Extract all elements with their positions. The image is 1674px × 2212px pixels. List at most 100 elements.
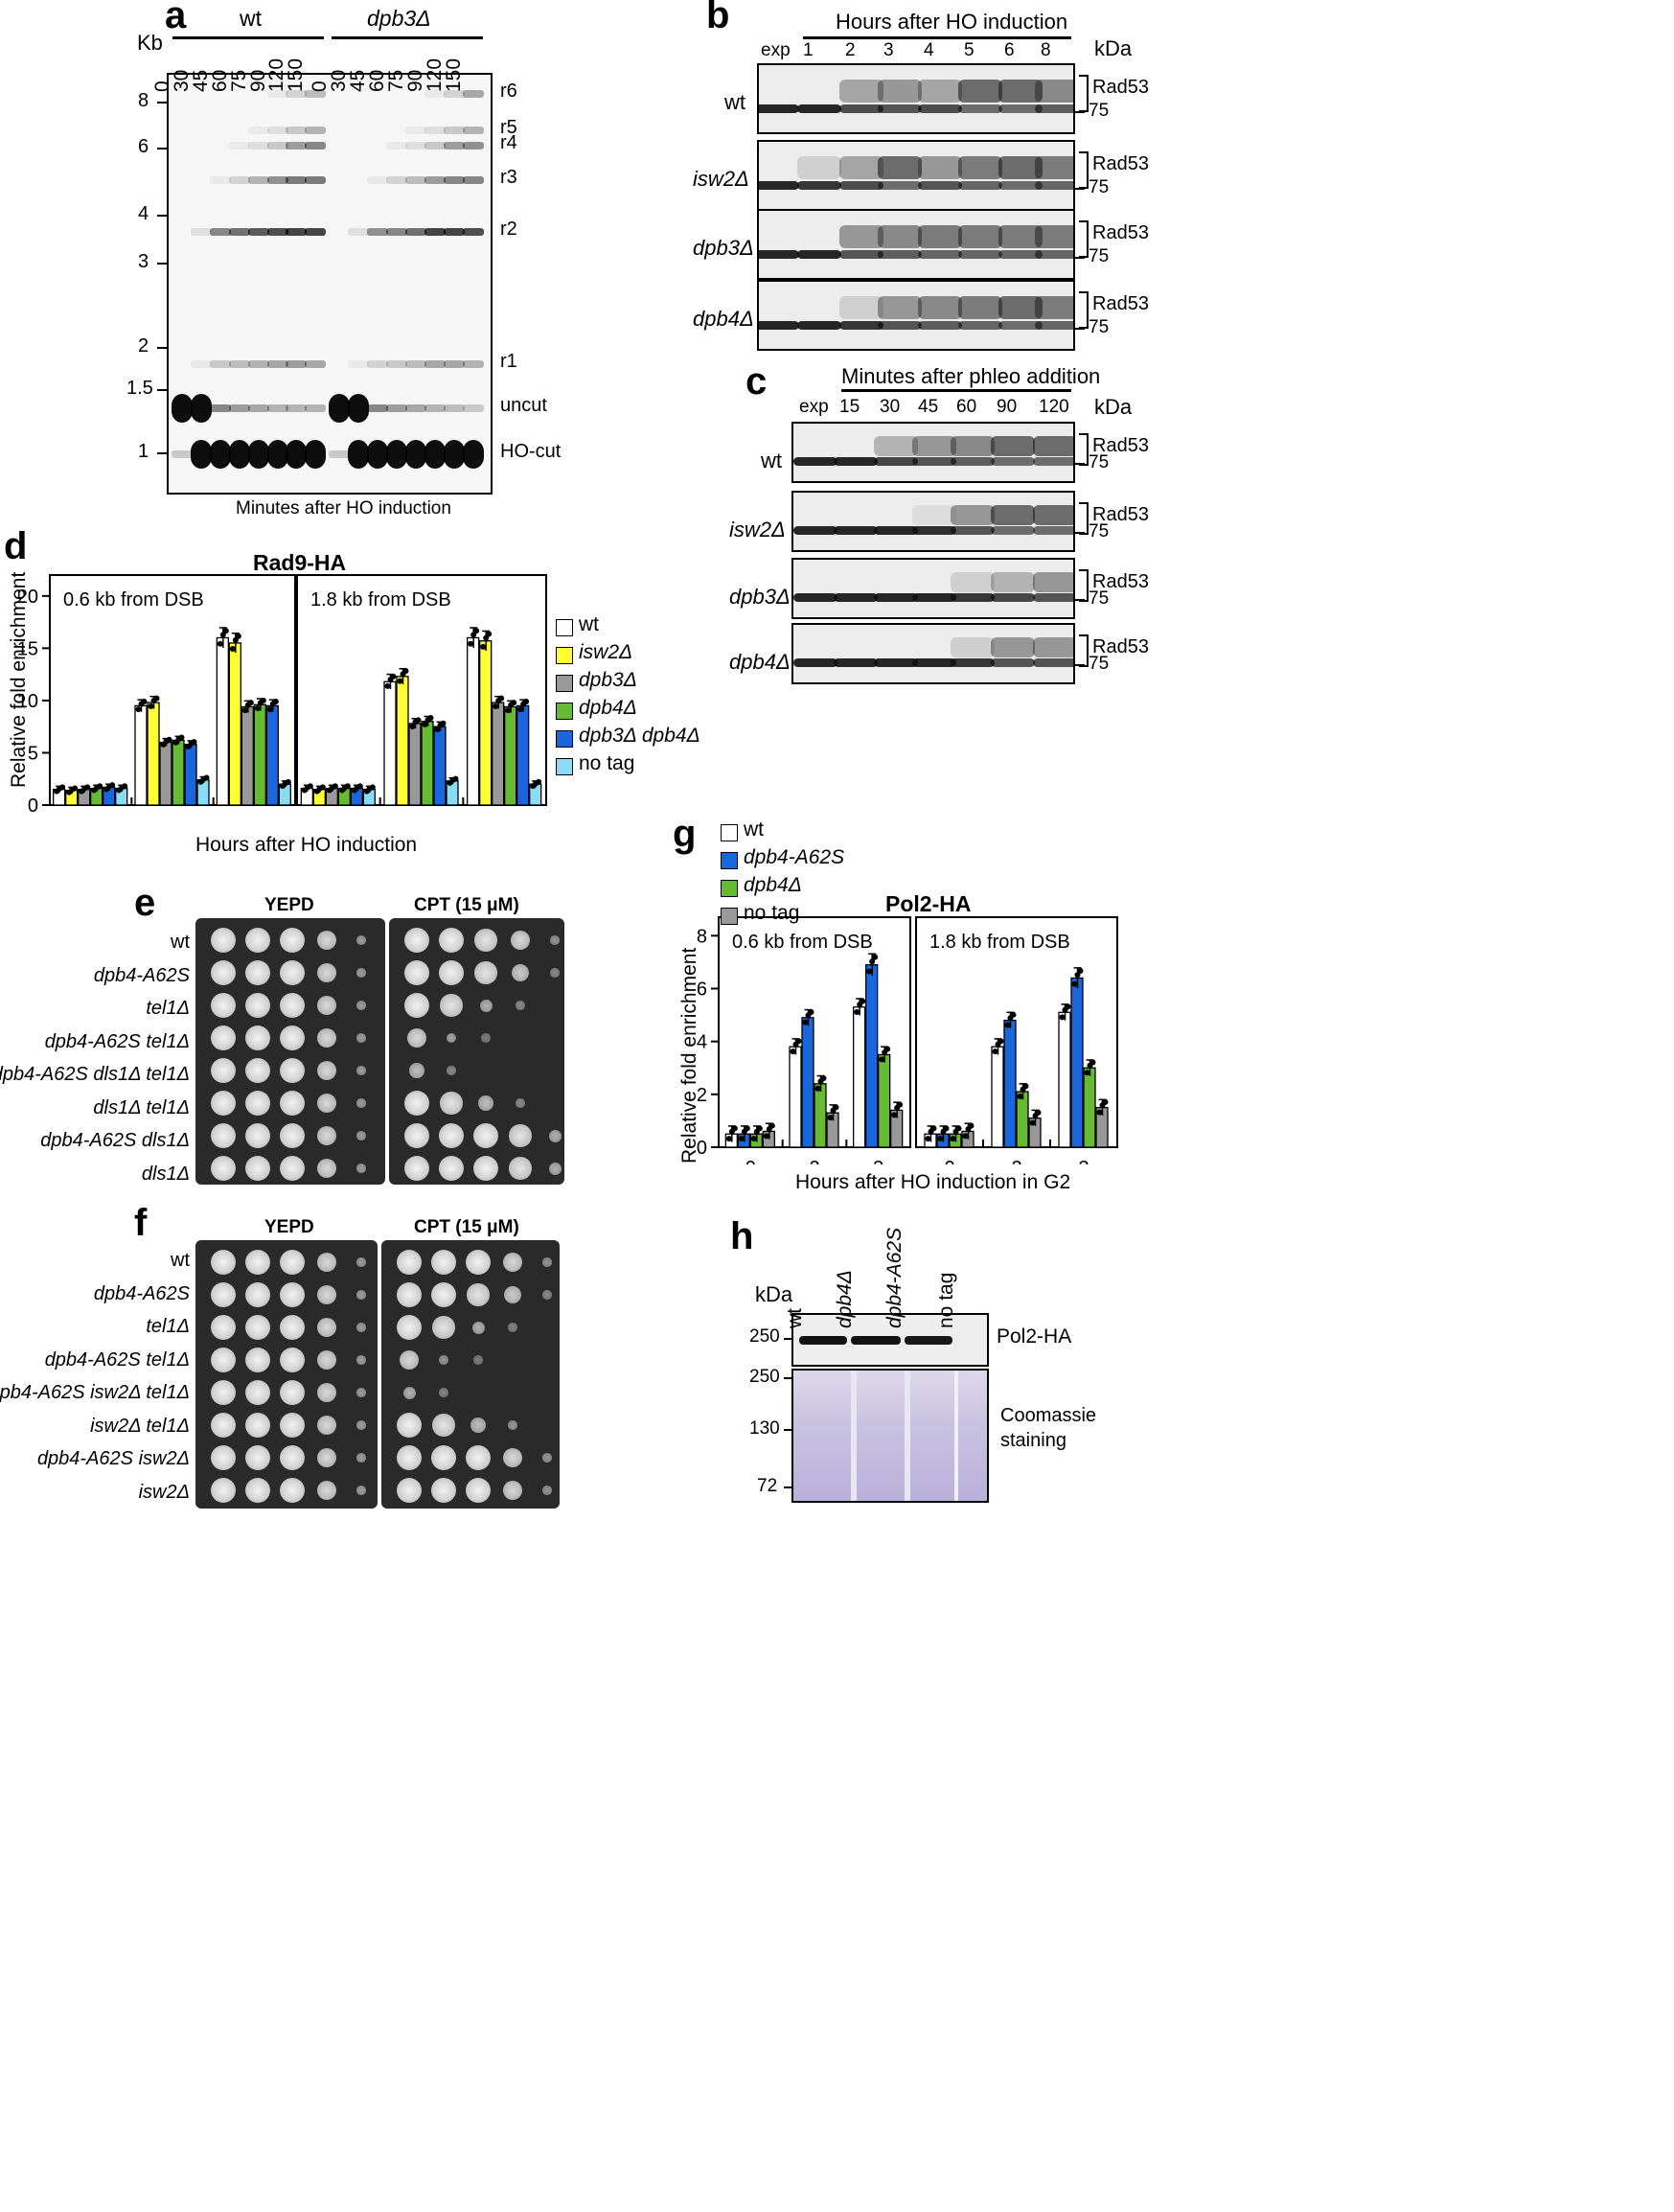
rad53-shifted-band — [951, 637, 995, 657]
data-point — [84, 784, 91, 791]
data-point — [241, 707, 248, 714]
rad53-band — [839, 249, 883, 259]
panel-e-plate1-title: YEPD — [264, 895, 314, 915]
gel-band-r3 — [424, 176, 446, 184]
bar-wt-3 — [1058, 1011, 1071, 1148]
yeast-spot — [211, 1058, 236, 1083]
panel_c-row-dpb4Δ: dpb4Δ — [729, 650, 791, 674]
data-point — [1004, 1022, 1011, 1028]
gel-band-HO-cut — [444, 440, 465, 469]
yeast-spot — [431, 1282, 456, 1307]
y-tick-label: 2 — [697, 1085, 707, 1106]
data-point — [802, 1019, 809, 1025]
marker-4kb: 4 — [138, 203, 149, 224]
panel-g-title: Pol2-HA — [885, 891, 972, 916]
data-point — [750, 1136, 757, 1142]
yeast-spot — [211, 1250, 236, 1275]
rad53-shifted-band — [1035, 156, 1073, 180]
panel_c-blot-dpb3Δ — [791, 558, 1075, 619]
rad53-band — [759, 249, 799, 259]
bar-dpb3-dpb4--3 — [516, 704, 530, 806]
rad53-shifted-band — [1035, 80, 1073, 104]
panel-b-kda: kDa — [1094, 36, 1133, 60]
data-point — [247, 700, 254, 706]
data-point — [511, 700, 517, 706]
bar-dpb3--2 — [408, 723, 422, 806]
yeast-spot — [548, 1129, 562, 1142]
data-point — [950, 1136, 956, 1142]
tick-130 — [784, 1429, 793, 1431]
panel-h-stain-label: Coomassie staining — [1000, 1405, 1097, 1451]
yeast-spot — [511, 963, 530, 982]
yeast-spot — [542, 1290, 552, 1300]
panel_f-strain-6: dpb4-A62S isw2Δ — [36, 1448, 190, 1469]
bar-wt-3 — [853, 1006, 866, 1148]
gel-band-uncut — [424, 404, 446, 412]
data-point — [1074, 972, 1081, 979]
yeast-spot — [439, 1156, 464, 1181]
panel_d-swatch-2 — [556, 675, 573, 692]
gel-band-HO-cut — [386, 440, 407, 469]
rad53-band — [958, 249, 1002, 259]
yeast-spot — [466, 1445, 491, 1470]
band-label-r5: r5 — [500, 117, 517, 138]
y-tick-label: 6 — [697, 979, 707, 1000]
bar-dpb3-dpb4--3 — [265, 704, 279, 806]
yeast-spot — [356, 1290, 366, 1300]
gel-band-r5 — [444, 127, 465, 134]
gel-band-HO-cut — [305, 440, 326, 469]
yeast-spot — [447, 1066, 456, 1075]
panel_c-lane-45: 45 — [918, 397, 939, 417]
panel_b-row-dpb3Δ: dpb3Δ — [693, 236, 754, 260]
panel_d-swatch-4 — [556, 730, 573, 748]
yeast-spot — [316, 995, 337, 1016]
yeast-spot — [431, 1250, 456, 1275]
rad53-band — [991, 456, 1035, 466]
rad53-shifted-band — [998, 156, 1043, 180]
gel-band-r3 — [444, 176, 465, 184]
data-point — [998, 1038, 1004, 1045]
bar-dpb3-dpb4--2 — [433, 726, 447, 806]
panel-f-yepd-plate — [195, 1240, 378, 1509]
gel-band-HO-cut — [329, 450, 350, 458]
data-point — [536, 778, 542, 785]
marker-8kb: 8 — [138, 90, 149, 111]
rad53-band — [839, 320, 883, 330]
panel_c-bracket — [1079, 502, 1089, 535]
yeast-spot — [245, 1123, 270, 1148]
panel_d-swatch-3 — [556, 703, 573, 720]
data-point — [203, 774, 210, 781]
gel-band-HO-cut — [267, 440, 288, 469]
tick-72 — [784, 1486, 793, 1488]
panel-g-xlabel: Hours after HO induction in G2 — [795, 1171, 1071, 1193]
gel-band-uncut — [172, 394, 193, 423]
bar-dpb4--3 — [253, 703, 266, 806]
data-point — [968, 1122, 975, 1129]
yeast-spot — [404, 1156, 429, 1181]
pol2-ha-western — [791, 1313, 989, 1367]
gel-band-HO-cut — [405, 440, 426, 469]
yeast-spot — [211, 1380, 236, 1405]
data-point — [756, 1125, 763, 1132]
panel_b-bracket — [1079, 291, 1089, 329]
rad53-band — [998, 249, 1043, 259]
gel-band-r2 — [305, 228, 326, 236]
yeast-spot — [440, 994, 463, 1017]
panel_d-item-5: no tag — [579, 752, 635, 774]
yeast-spot — [316, 1093, 337, 1114]
bar-wt-3 — [216, 636, 229, 806]
bar-dpb4--2 — [814, 1083, 827, 1148]
panel-f-cpt-plate — [381, 1240, 560, 1509]
gel-band-r3 — [267, 176, 288, 184]
gel-band-r4 — [248, 142, 269, 150]
panel_c-bracket — [1079, 433, 1089, 466]
yeast-spot — [508, 1420, 517, 1430]
rad53-shifted-band — [918, 296, 962, 320]
gel-band-r6 — [444, 90, 465, 98]
rad53-band — [759, 104, 799, 113]
rad53-band — [912, 592, 956, 602]
rad53-shifted-band — [839, 296, 883, 320]
rad53-band — [874, 456, 918, 466]
panel_b-protein-0: Rad53 — [1092, 77, 1149, 98]
yeast-spot — [316, 1027, 337, 1048]
